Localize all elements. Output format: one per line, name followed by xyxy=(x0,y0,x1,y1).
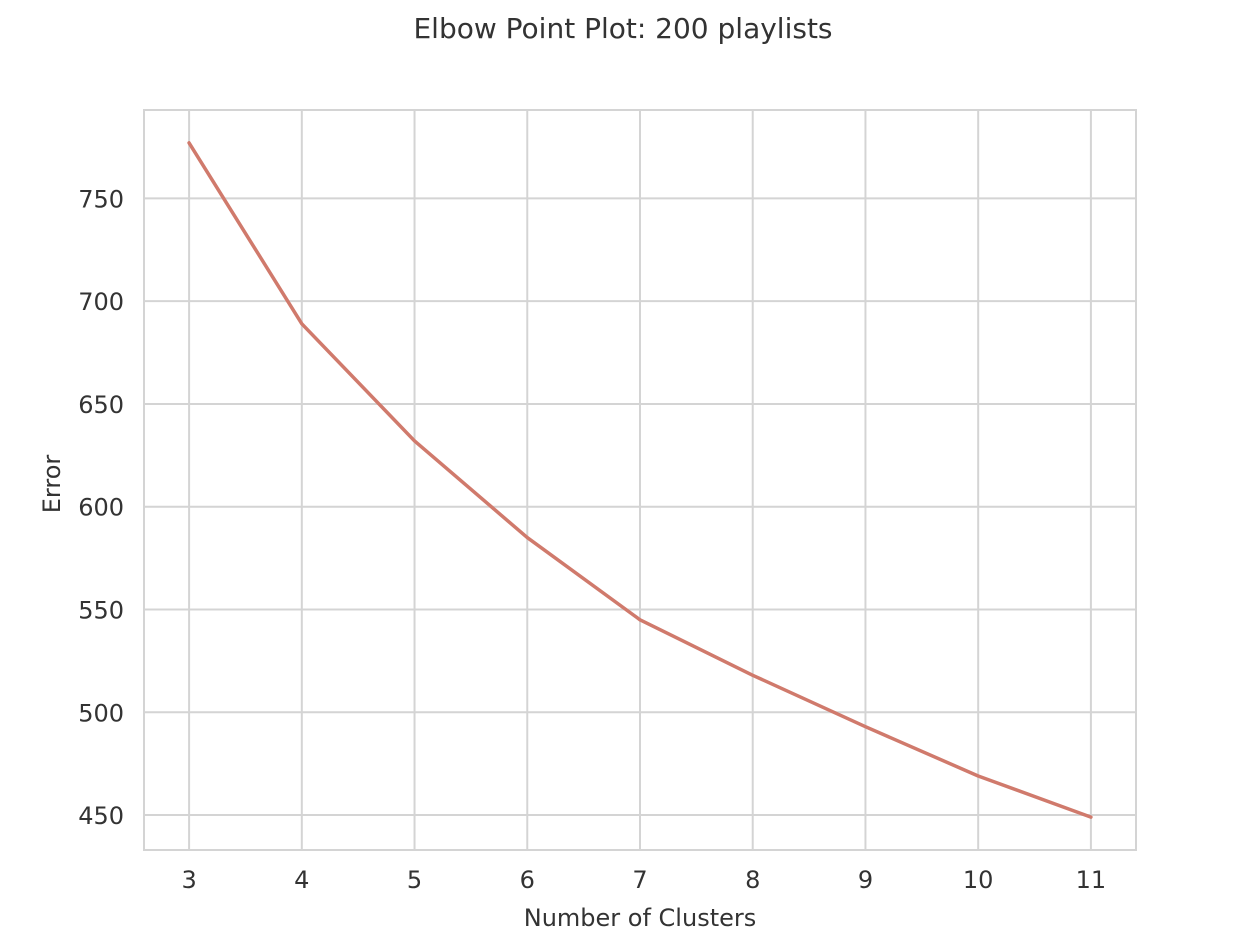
x-axis-ticks: 3 4 5 6 7 8 9 10 11 xyxy=(181,866,1106,894)
line-series xyxy=(187,141,1093,819)
y-tick-label: 600 xyxy=(78,494,124,522)
y-tick-label: 500 xyxy=(78,699,124,727)
x-tick-label: 5 xyxy=(407,866,422,894)
x-tick-label: 6 xyxy=(520,866,535,894)
y-axis-ticks: 450 500 550 600 650 700 750 xyxy=(78,185,124,830)
x-tick-label: 9 xyxy=(858,866,873,894)
y-tick-label: 650 xyxy=(78,391,124,419)
x-tick-label: 4 xyxy=(294,866,309,894)
y-tick-label: 750 xyxy=(78,185,124,213)
plot-frame xyxy=(143,109,1137,851)
grid xyxy=(144,110,1136,850)
y-tick-label: 550 xyxy=(78,597,124,625)
chart-title: Elbow Point Plot: 200 playlists xyxy=(413,12,832,45)
x-tick-label: 8 xyxy=(745,866,760,894)
x-axis-label: Number of Clusters xyxy=(524,904,757,932)
y-tick-label: 700 xyxy=(78,288,124,316)
y-axis-label: Error xyxy=(38,455,66,514)
y-tick-label: 450 xyxy=(78,802,124,830)
x-tick-label: 7 xyxy=(632,866,647,894)
x-tick-label: 11 xyxy=(1076,866,1107,894)
x-tick-label: 3 xyxy=(181,866,196,894)
x-tick-label: 10 xyxy=(963,866,994,894)
